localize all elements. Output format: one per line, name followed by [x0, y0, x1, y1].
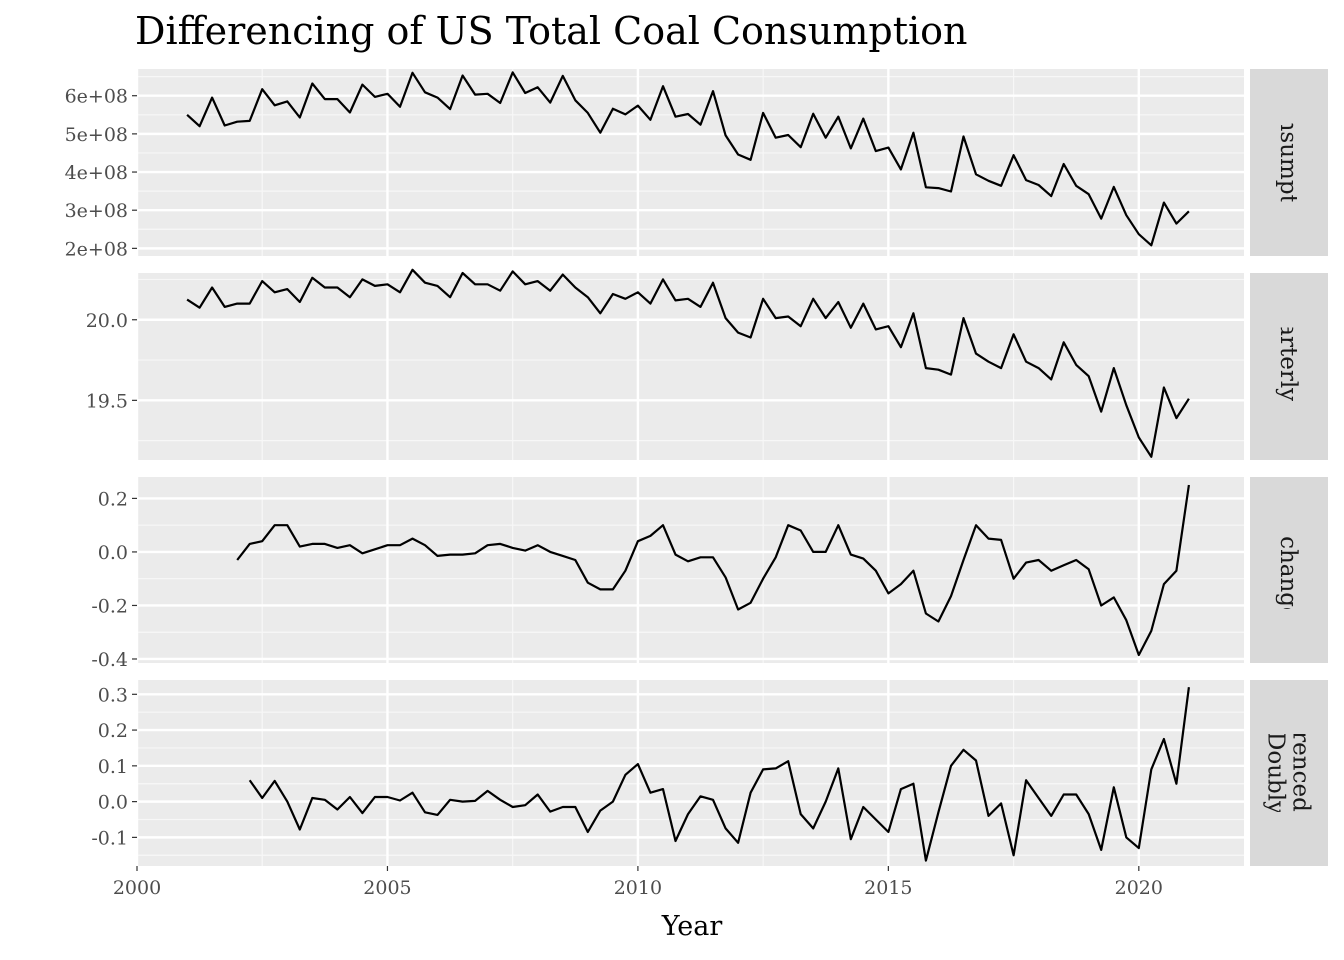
y-tick-label: 3e+08 — [65, 200, 128, 222]
facet-label: Doublydifferenced logs — [1263, 679, 1314, 867]
x-tick-label: 2000 — [113, 877, 161, 899]
facet-label-line: Doubly — [1263, 732, 1289, 814]
strip-background — [1250, 69, 1328, 256]
chart-title: Differencing of US Total Coal Consumptio… — [135, 9, 968, 53]
facet-label-line: differenced logs — [1288, 679, 1314, 867]
y-tick-label: 6e+08 — [65, 86, 128, 108]
series-line-2 — [186, 268, 1190, 458]
y-tick-label: 0.0 — [98, 792, 128, 814]
x-axis-title: Year — [661, 911, 723, 942]
y-tick-label: 19.5 — [86, 390, 128, 412]
x-tick-label: 2020 — [1115, 877, 1163, 899]
series-line-3 — [236, 484, 1190, 657]
panels: 2e+08 3e+08 4e+08 5e+08 6e+08 Consumption 19.5… — [65, 69, 1328, 867]
y-tick-label: 0.2 — [98, 720, 128, 742]
panel-background — [137, 477, 1244, 663]
y-tick-label: -0.2 — [91, 595, 128, 617]
x-tick-label: 2005 — [363, 877, 411, 899]
panel-background — [137, 273, 1244, 460]
panel-4: -0.1 0.0 0.1 0.2 0.3 Doublydifferenced logs — [91, 679, 1328, 867]
x-axis: 2000 2005 2010 2015 2020 — [113, 866, 1163, 899]
y-tick-label: -0.1 — [91, 827, 128, 849]
facet-strip: Doublydifferenced logs — [1250, 679, 1328, 867]
panel-background — [137, 69, 1244, 256]
panel-2: 19.5 20.0 Quarterly log — [86, 268, 1328, 460]
y-tick-label: 5e+08 — [65, 124, 128, 146]
y-tick-label: 0.1 — [98, 756, 128, 778]
facet-strip: Annual change in log — [1250, 446, 1328, 694]
series-line-1 — [186, 71, 1190, 247]
panel-background — [137, 680, 1244, 866]
facet-strip: Consumption — [1250, 69, 1328, 256]
facet-label-line: Consumption — [1275, 85, 1301, 240]
y-tick-label: 20.0 — [86, 310, 128, 332]
y-tick-label: 0.2 — [98, 488, 128, 510]
y-tick-label: -0.4 — [91, 649, 128, 671]
panel-3: -0.4 -0.2 0.0 0.2 Annual change in log — [91, 446, 1328, 694]
y-tick-label: 4e+08 — [65, 162, 128, 184]
y-tick-label: 0.0 — [98, 542, 128, 564]
panel-1: 2e+08 3e+08 4e+08 5e+08 6e+08 Consumption — [65, 69, 1328, 260]
strip-background — [1250, 273, 1328, 460]
facet-label-line: Quarterly log — [1275, 289, 1301, 445]
x-tick-label: 2010 — [614, 877, 662, 899]
facet-label: Consumption — [1275, 85, 1301, 240]
facet-label-line: Annual change in log — [1275, 446, 1301, 694]
facet-label: Annual change in log — [1275, 446, 1301, 694]
y-tick-label: 0.3 — [98, 684, 128, 706]
x-tick-label: 2015 — [864, 877, 912, 899]
facet-strip: Quarterly log — [1250, 273, 1328, 460]
facet-label: Quarterly log — [1275, 289, 1301, 445]
strip-background — [1250, 680, 1328, 866]
y-tick-label: 2e+08 — [65, 238, 128, 260]
strip-background — [1250, 477, 1328, 663]
series-line-4 — [248, 687, 1190, 862]
